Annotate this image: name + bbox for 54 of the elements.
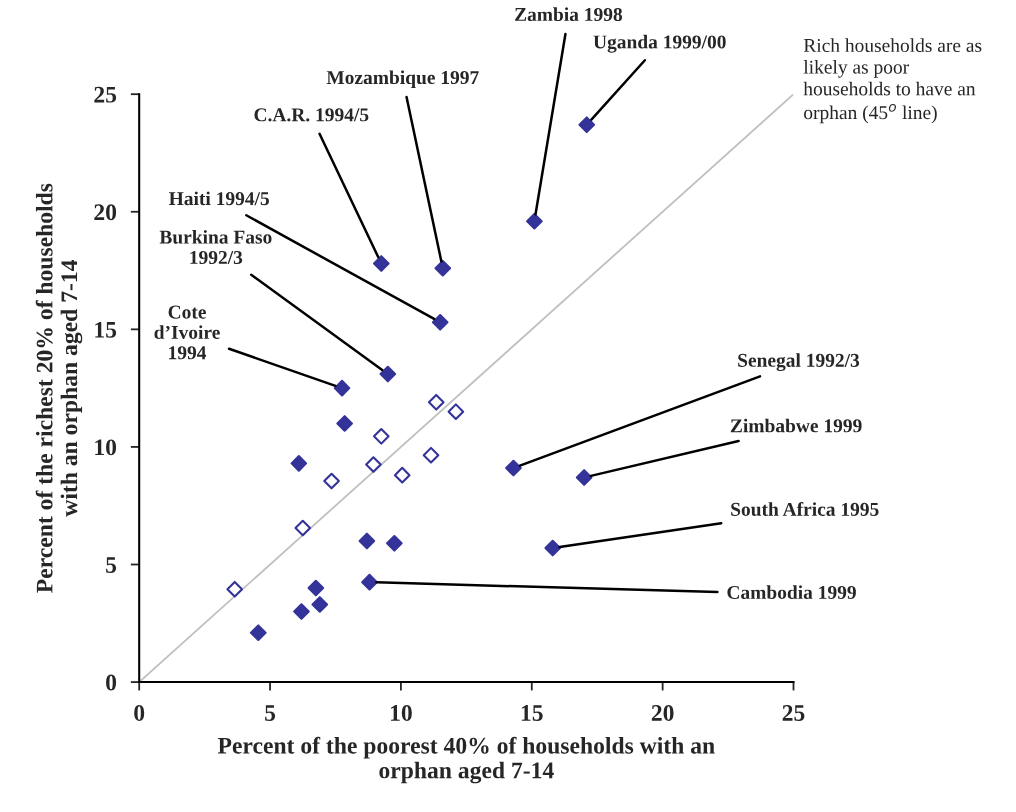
point (505, 459, 522, 477)
point (575, 469, 593, 486)
y-tick-label: 20 (94, 204, 117, 221)
x-tick-label: 20 (651, 704, 674, 721)
point (293, 603, 310, 620)
point (393, 466, 411, 484)
point (372, 255, 390, 272)
point (386, 535, 403, 552)
point (226, 580, 244, 598)
y-tick-label: 25 (94, 86, 117, 103)
point (372, 428, 390, 445)
annotation: Uganda 1999/00 (593, 34, 726, 53)
point (422, 446, 440, 464)
y-tick-label: 10 (95, 439, 117, 456)
y-axis-title: Percent of the richest 20% of households with an orphan aged 7-14 (35, 183, 83, 593)
x-tick-label: 25 (782, 705, 805, 721)
annotation: South Africa 1995 (731, 502, 879, 516)
annotation: C.A.R. 1994/5 (254, 108, 369, 122)
point (249, 624, 267, 642)
point (427, 393, 445, 411)
annotation: Burkina Faso 1992/3 (159, 230, 272, 265)
x-tick-label: 10 (391, 704, 412, 721)
point (290, 455, 308, 472)
x-tick-label: 5 (265, 705, 276, 721)
annotation: Cote d’Ivoire 1994 (154, 305, 220, 360)
point (323, 472, 340, 490)
annotation: Zimbabwe 1999 (730, 418, 862, 433)
x-axis-title: Percent of the poorest 40% of households with an orphan aged 7-14 (217, 736, 715, 784)
annotation: Haiti 1994/5 (169, 191, 269, 206)
point (307, 579, 325, 597)
point (447, 403, 465, 420)
point (336, 415, 353, 432)
point (379, 365, 397, 383)
point (358, 532, 376, 550)
annotation: Cambodia 1999 (727, 585, 856, 600)
annotation: Zambia 1998 (515, 7, 623, 22)
point (294, 519, 312, 537)
y-tick-label: 15 (95, 321, 117, 338)
point (333, 379, 351, 397)
point (311, 596, 329, 613)
point (434, 259, 452, 277)
point (578, 116, 596, 134)
point (544, 539, 562, 557)
x-tick-label: 15 (521, 705, 543, 721)
point (431, 313, 449, 331)
point (365, 456, 382, 473)
x-tick-label: 0 (134, 704, 145, 721)
y-tick-label: 0 (106, 674, 117, 691)
annotation: Senegal 1992/3 (738, 353, 860, 371)
annotation: Mozambique 1997 (326, 70, 479, 89)
point (361, 573, 378, 591)
text: Rich households are as likely as poor households to have an orphan (45$^{o}$ line) (803, 38, 982, 124)
y-tick-label: 5 (106, 557, 117, 573)
point (526, 212, 543, 230)
